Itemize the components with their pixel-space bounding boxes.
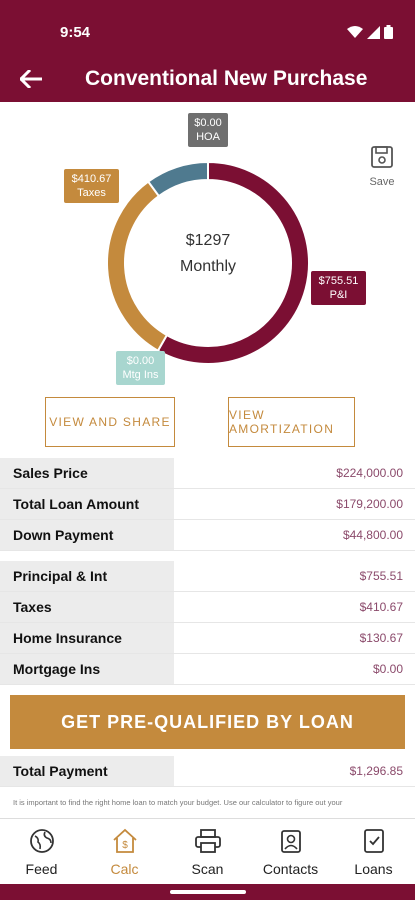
row-label: Taxes	[0, 592, 174, 622]
monthly-amount: $1297	[185, 232, 231, 249]
total-table: Total Payment $1,296.85	[0, 756, 415, 787]
nav-item-calc[interactable]: $ Calc	[83, 819, 166, 884]
svg-text:$: $	[122, 840, 128, 851]
printer-icon	[194, 827, 222, 855]
status-time: 9:54	[60, 24, 91, 41]
total-label: Total Payment	[0, 756, 174, 786]
nav-label-contacts: Contacts	[262, 861, 319, 877]
loan-summary-table: Sales Price $224,000.00 Total Loan Amoun…	[0, 458, 415, 551]
gesture-bar	[0, 884, 415, 900]
mtg-ins-amount: $0.00	[126, 355, 155, 367]
row-value[interactable]: $44,800.00	[342, 528, 403, 542]
save-label: Save	[369, 176, 395, 188]
mtg-ins-tag: $0.00 Mtg Ins	[116, 351, 165, 385]
donut-slice-mtg-ins	[146, 160, 209, 198]
signal-icon	[367, 25, 380, 44]
table-row: Down Payment $44,800.00	[0, 520, 415, 551]
taxes-tag: $410.67 Taxes	[64, 169, 119, 203]
view-amortization-button[interactable]: VIEW AMORTIZATION	[228, 397, 355, 447]
view-and-share-button[interactable]: VIEW AND SHARE	[45, 397, 175, 447]
home-dollar-icon: $	[111, 827, 139, 855]
back-button[interactable]	[14, 64, 48, 94]
row-label: Mortgage Ins	[0, 654, 174, 684]
nav-label-scan: Scan	[191, 861, 224, 877]
table-row: Total Loan Amount $179,200.00	[0, 489, 415, 520]
row-value[interactable]: $755.51	[359, 569, 403, 583]
row-label: Principal & Int	[0, 561, 174, 591]
save-button[interactable]: Save	[362, 146, 402, 188]
table-row: Total Payment $1,296.85	[0, 756, 415, 787]
row-label: Total Loan Amount	[0, 489, 174, 519]
nav-item-scan[interactable]: Scan	[166, 819, 249, 884]
pi-label: P&I	[329, 289, 348, 301]
hoa-label: HOA	[196, 131, 220, 143]
payment-breakdown-table: Principal & Int $755.51 Taxes $410.67 Ho…	[0, 561, 415, 685]
nav-label-loans: Loans	[354, 861, 393, 877]
globe-icon	[29, 827, 55, 855]
table-row: Principal & Int $755.51	[0, 561, 415, 592]
taxes-amount: $410.67	[71, 173, 112, 185]
nav-label-feed: Feed	[25, 861, 58, 877]
document-check-icon	[362, 827, 386, 855]
monthly-label: Monthly	[179, 258, 237, 275]
row-value[interactable]: $130.67	[359, 631, 403, 645]
payment-donut-chart	[106, 160, 310, 365]
contacts-icon	[278, 827, 304, 855]
nav-label-calc: Calc	[110, 861, 139, 877]
app-bar: Conventional New Purchase	[0, 60, 415, 102]
table-row: Sales Price $224,000.00	[0, 458, 415, 489]
row-value[interactable]: $224,000.00	[336, 466, 403, 480]
nav-item-feed[interactable]: Feed	[0, 819, 83, 884]
row-label: Home Insurance	[0, 623, 174, 653]
disclaimer-text: It is important to find the right home l…	[13, 798, 343, 807]
mtg-ins-label: Mtg Ins	[122, 369, 159, 381]
total-value: $1,296.85	[349, 764, 403, 778]
row-value[interactable]: $179,200.00	[336, 497, 403, 511]
bottom-nav: Feed $ Calc Scan Contacts Loans	[0, 818, 415, 884]
table-row: Home Insurance $130.67	[0, 623, 415, 654]
wifi-icon	[347, 25, 363, 44]
row-label: Sales Price	[0, 458, 174, 488]
hoa-amount: $0.00	[194, 117, 222, 129]
pi-amount: $755.51	[318, 275, 359, 287]
row-value[interactable]: $410.67	[359, 600, 403, 614]
nav-item-contacts[interactable]: Contacts	[249, 819, 332, 884]
status-icons	[347, 25, 393, 44]
table-row: Taxes $410.67	[0, 592, 415, 623]
save-icon	[371, 146, 393, 168]
table-row: Mortgage Ins $0.00	[0, 654, 415, 685]
nav-item-loans[interactable]: Loans	[332, 819, 415, 884]
get-pre-qualified-button[interactable]: GET PRE-QUALIFIED BY LOAN	[10, 695, 405, 749]
row-label: Down Payment	[0, 520, 174, 550]
page-title: Conventional New Purchase	[85, 67, 368, 90]
pi-tag: $755.51 P&I	[311, 271, 366, 305]
status-bar: 9:54	[0, 0, 415, 60]
taxes-label: Taxes	[77, 187, 106, 199]
row-value[interactable]: $0.00	[372, 662, 403, 676]
gesture-handle[interactable]	[170, 890, 246, 894]
battery-icon	[384, 25, 393, 44]
arrow-left-icon	[18, 68, 43, 90]
hoa-tag: $0.00 HOA	[188, 113, 228, 147]
